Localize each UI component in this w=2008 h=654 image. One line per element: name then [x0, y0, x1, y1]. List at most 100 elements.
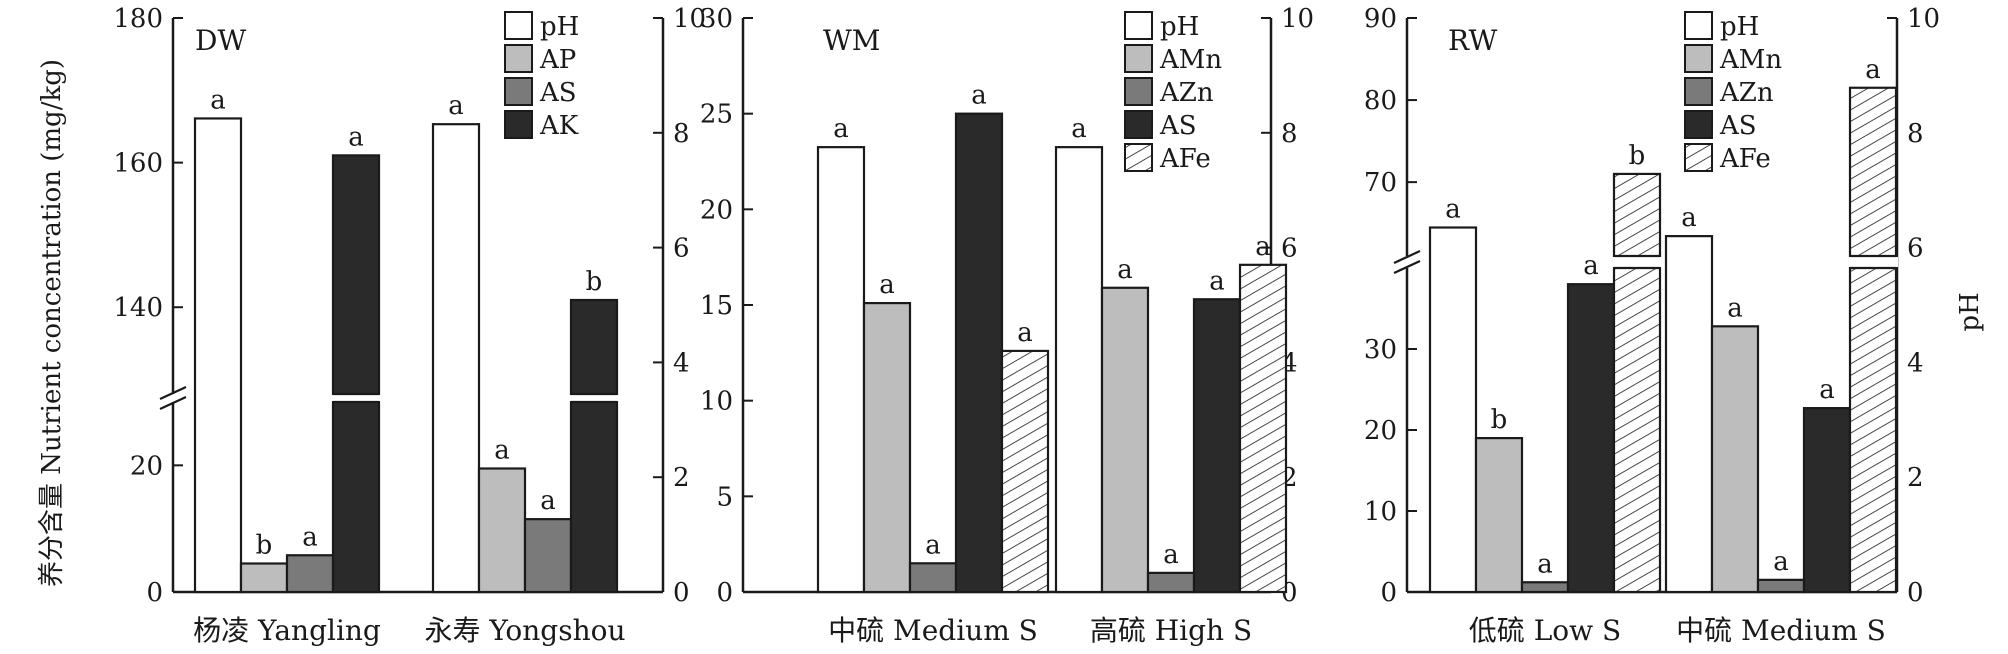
axis-break-mark [159, 396, 187, 410]
significance-label: a [1117, 255, 1133, 285]
significance-label: b [586, 267, 603, 297]
axis-break-mark [1393, 260, 1421, 274]
right-tick-label: 10 [673, 4, 706, 34]
category-label: 低硫 Low S [1469, 614, 1621, 647]
right-axis-title: pH [1955, 292, 1985, 331]
legend-swatch [1684, 11, 1713, 40]
legend-entry: AS [539, 78, 577, 108]
left-tick-label: 20 [700, 195, 733, 225]
legend-entry: AZn [1719, 78, 1774, 108]
right-tick-label: 10 [1907, 4, 1940, 34]
significance-label: a [302, 522, 318, 552]
legend-entry: AFe [1159, 144, 1211, 174]
left-tick-label: 0 [1380, 578, 1397, 608]
significance-label: a [1583, 251, 1599, 281]
left-tick-label: 30 [1364, 335, 1397, 365]
bar-ph [816, 146, 866, 594]
left-tick-label: 0 [146, 578, 163, 608]
left-tick-label: 20 [130, 451, 163, 481]
legend-entry: AK [539, 111, 579, 141]
bar-amn [862, 301, 912, 594]
legend-swatch [1684, 143, 1713, 172]
left-tick-label: 70 [1364, 168, 1397, 198]
significance-label: a [1017, 318, 1033, 348]
axis-break-gap [161, 394, 185, 402]
legend-entry: AS [1159, 111, 1197, 141]
left-tick-label: 30 [700, 4, 733, 34]
left-tick-label: 5 [716, 482, 733, 512]
right-tick-label: 10 [1281, 4, 1314, 34]
significance-label: a [925, 530, 941, 560]
category-label: 杨凌 Yangling [193, 614, 381, 647]
legend-swatch [1124, 110, 1153, 139]
chart-panel-rw: 0 10 20 30 70 80 90 0 2 4 6 8 10 RW a b a a b 低硫 Low S a a a a a… [1364, 4, 1940, 647]
bar-afe [1000, 349, 1050, 594]
significance-label: a [210, 85, 226, 115]
significance-label: a [1773, 547, 1789, 577]
bar-afe [1238, 263, 1288, 594]
left-tick-label: 15 [700, 291, 733, 321]
legend-entry: pH [1160, 12, 1199, 42]
left-tick-label: 25 [700, 100, 733, 130]
category-label: 中硫 Medium S [1676, 614, 1886, 647]
bar-break-gap [1848, 257, 1898, 267]
legend-swatch [504, 110, 533, 139]
right-tick-label: 8 [673, 119, 690, 149]
bar-ph [1054, 146, 1104, 594]
legend-entry: AFe [1719, 144, 1771, 174]
left-tick-label: 140 [113, 293, 163, 323]
axis-break-mark [159, 386, 187, 400]
significance-label: a [1537, 549, 1553, 579]
bar-amn [1474, 437, 1524, 594]
bar-as [1566, 283, 1616, 594]
significance-label: a [1255, 232, 1271, 262]
legend-entry: AZn [1159, 78, 1214, 108]
bar-as [523, 518, 573, 594]
bar-break-gap [569, 395, 619, 401]
bar-afe [1612, 172, 1662, 594]
panel-label: DW [195, 24, 246, 57]
significance-label: a [540, 486, 556, 516]
significance-label: b [1491, 405, 1508, 435]
significance-label: a [1819, 375, 1835, 405]
right-tick-label: 4 [1907, 348, 1924, 378]
significance-label: a [1209, 266, 1225, 296]
panel-label: WM [823, 24, 880, 57]
bar-azn [1756, 578, 1806, 594]
left-tick-label: 10 [700, 387, 733, 417]
bar-ak [331, 154, 381, 594]
significance-label: a [971, 81, 987, 111]
significance-label: a [833, 114, 849, 144]
left-tick-label: 90 [1364, 4, 1397, 34]
legend-swatch [504, 11, 533, 40]
legend-entry: pH [1720, 12, 1759, 42]
legend-swatch [1124, 44, 1153, 73]
axis-break-mark [1393, 250, 1421, 264]
bar-ph [1664, 235, 1714, 594]
left-tick-label: 180 [113, 4, 163, 34]
bar-as [954, 112, 1004, 594]
right-tick-label: 8 [1907, 119, 1924, 149]
right-tick-label: 8 [1281, 119, 1298, 149]
bar-amn [1710, 325, 1760, 594]
significance-label: a [1071, 114, 1087, 144]
left-tick-label: 0 [716, 578, 733, 608]
significance-label: a [879, 270, 895, 300]
legend-entry: AP [539, 45, 576, 75]
right-tick-label: 6 [1907, 234, 1924, 264]
left-tick-label: 10 [1364, 497, 1397, 527]
category-label: 高硫 High S [1090, 614, 1252, 647]
significance-label: a [1727, 293, 1743, 323]
significance-label: b [1629, 141, 1646, 171]
right-tick-label: 6 [673, 234, 690, 264]
significance-label: a [1445, 195, 1461, 225]
left-tick-label: 160 [113, 149, 163, 179]
legend-swatch [1124, 11, 1153, 40]
right-tick-label: 0 [673, 578, 690, 608]
significance-label: a [448, 91, 464, 121]
category-label: 永寿 Yongshou [424, 614, 625, 647]
legend-entry: AMn [1159, 45, 1222, 75]
